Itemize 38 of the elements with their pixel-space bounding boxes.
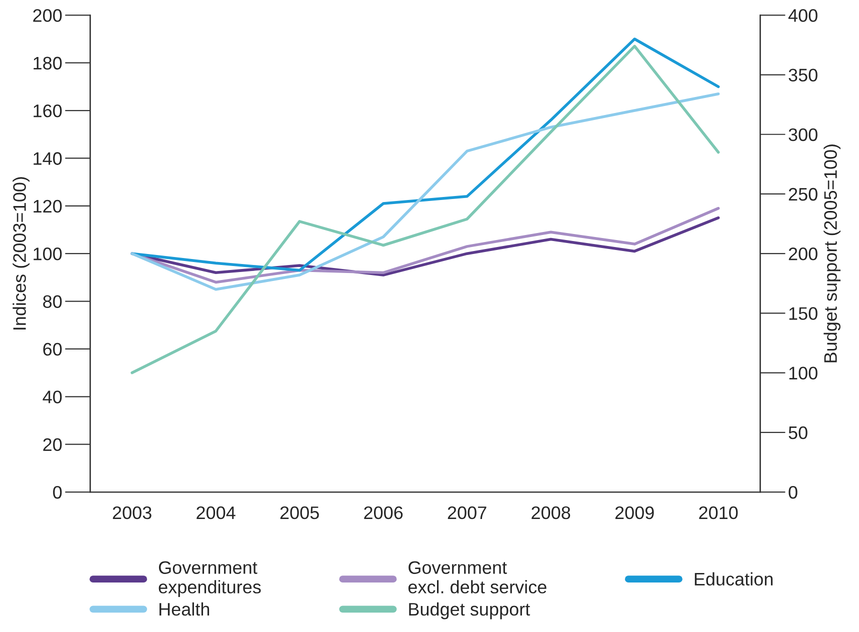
y-tick-label: 0 — [53, 486, 62, 499]
y-tick-label: 200 — [33, 9, 62, 22]
legend-label: Government expenditures — [158, 561, 261, 597]
line-series — [130, 38, 720, 272]
y2-tick-label: 400 — [788, 9, 818, 22]
y2-tick-label: 250 — [788, 188, 818, 201]
y-tick-label: 180 — [34, 56, 62, 70]
y-tick-label: 140 — [34, 152, 62, 165]
y-tick-label: 40 — [42, 390, 62, 404]
y2-tick-label: 200 — [788, 248, 818, 260]
y2-tick-label: 150 — [789, 307, 818, 320]
y-tick-label: 80 — [43, 295, 62, 308]
y-tick-label: 60 — [43, 342, 62, 356]
y-tick-label: 20 — [43, 438, 62, 452]
y2-axis-title: Budget support (2005=100) — [824, 144, 840, 362]
x-tick-label: 2005 — [280, 506, 319, 520]
y-tick-label: 100 — [34, 248, 62, 260]
legend-label: Health — [160, 602, 210, 616]
y-tick-label: 160 — [34, 104, 62, 118]
y2-tick-label: 350 — [788, 68, 818, 82]
y2-tick-label: 100 — [789, 366, 818, 380]
line-series — [130, 44, 720, 374]
x-tick-label: 2007 — [448, 506, 486, 520]
x-tick-label: 2009 — [615, 506, 654, 520]
y2-tick-label: 50 — [788, 426, 808, 440]
x-tick-label: 2008 — [532, 506, 570, 520]
y2-tick-label: 300 — [788, 128, 818, 142]
y-tick-label: 120 — [34, 200, 62, 213]
x-tick-label: 2004 — [196, 506, 236, 520]
y-axis-title: Indices (2003=100) — [12, 177, 30, 330]
legend-label: Education — [694, 572, 773, 586]
x-tick-label: 2006 — [364, 506, 403, 520]
legend-label: Budget support — [409, 602, 530, 620]
x-tick-label: 2003 — [112, 506, 152, 520]
x-tick-label: 2010 — [699, 506, 738, 520]
legend-label: Government excl. debt service — [408, 561, 546, 594]
line-series — [130, 92, 720, 291]
y2-tick-label: 0 — [788, 486, 798, 499]
